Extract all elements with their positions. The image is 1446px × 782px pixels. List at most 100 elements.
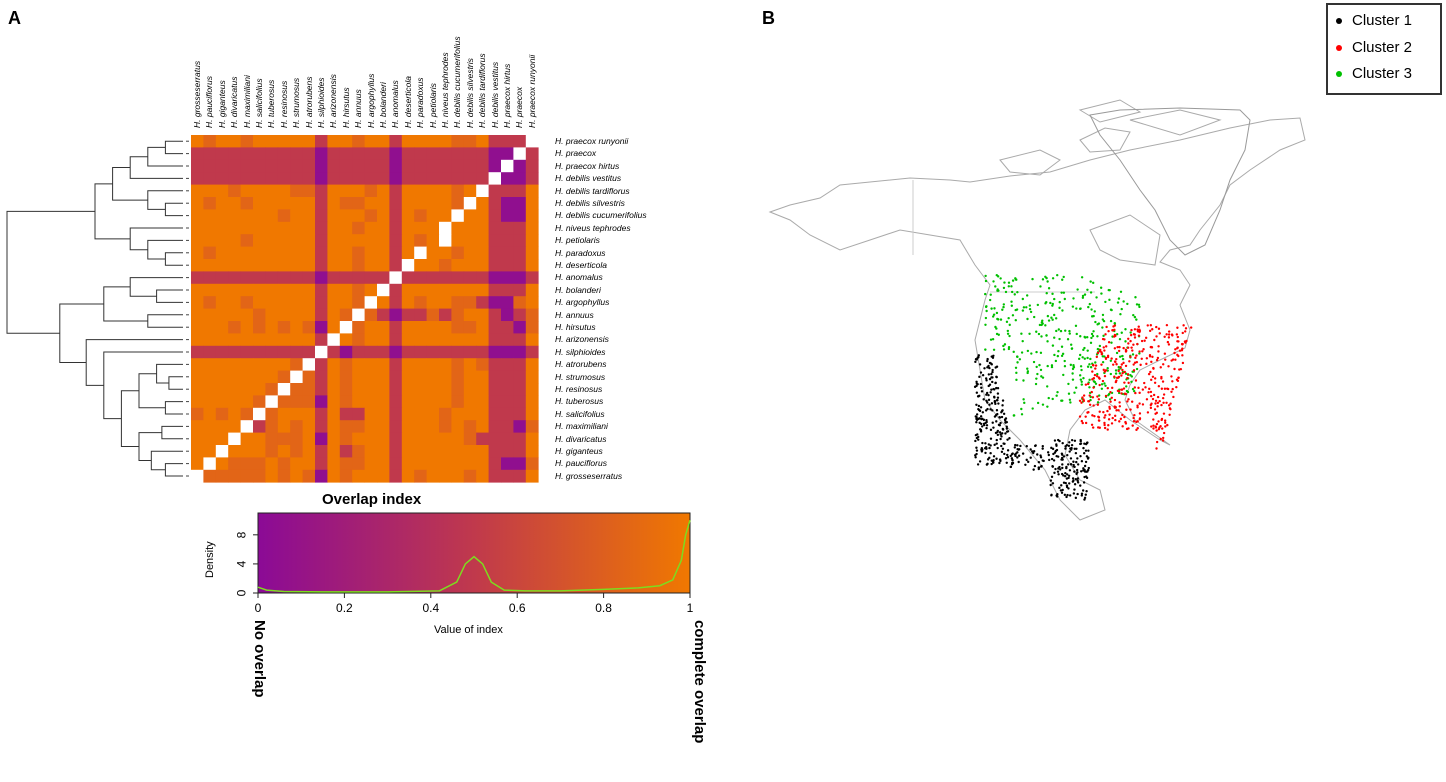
row-label: H. salicifolius: [555, 408, 605, 419]
heatmap-cell: [240, 209, 254, 223]
heatmap-cell: [302, 370, 316, 384]
occurrence-point: [996, 317, 999, 321]
heatmap-cell: [240, 308, 254, 322]
heatmap-cell: [191, 395, 204, 409]
y-tick-label: 8: [234, 531, 249, 539]
heatmap-cell: [290, 308, 303, 322]
occurrence-point: [988, 377, 992, 381]
heatmap-cell: [215, 395, 229, 409]
heatmap-cell: [290, 469, 303, 483]
occurrence-point: [1079, 335, 1082, 338]
row-label: H. giganteus: [555, 446, 603, 456]
occurrence-point: [1050, 365, 1054, 369]
heatmap-cell: [463, 221, 477, 235]
occurrence-point: [1083, 357, 1086, 360]
occurrence-point: [1152, 418, 1155, 421]
occurrence-point: [978, 375, 981, 379]
occurrence-point: [999, 277, 1002, 280]
occurrence-point: [1103, 355, 1106, 358]
heatmap-cell: [476, 395, 489, 409]
occurrence-point: [1072, 297, 1075, 300]
occurrence-point: [1041, 376, 1045, 379]
heatmap-cell: [290, 209, 303, 223]
occurrence-point: [1075, 307, 1078, 310]
heatmap-cell: [339, 184, 353, 198]
occurrence-point: [1107, 424, 1110, 427]
heatmap-cell: [265, 172, 279, 185]
occurrence-point: [978, 421, 981, 425]
occurrence-point: [1114, 406, 1117, 409]
heatmap-cell: [426, 271, 440, 285]
occurrence-point: [1170, 333, 1174, 336]
heatmap-cell: [352, 457, 365, 471]
heatmap-cell: [488, 147, 502, 161]
occurrence-point: [997, 333, 1000, 336]
occurrence-point: [1109, 319, 1113, 323]
heatmap-cell: [203, 271, 217, 285]
heatmap-cell: [215, 259, 229, 272]
heatmap-cell: [352, 135, 365, 148]
heatmap-cell: [439, 271, 452, 285]
occurrence-point: [1175, 333, 1179, 336]
occurrence-point: [1072, 460, 1075, 463]
heatmap-cell: [364, 469, 378, 483]
occurrence-point: [1024, 463, 1027, 466]
occurrence-point: [1149, 370, 1152, 374]
heatmap-cell: [327, 407, 341, 421]
occurrence-point: [1176, 347, 1179, 350]
heatmap-cell: [439, 308, 452, 322]
occurrence-point: [996, 275, 1000, 278]
occurrence-point: [1155, 325, 1158, 329]
occurrence-point: [999, 318, 1003, 321]
heatmap-cell: [228, 259, 241, 272]
heatmap-cell: [277, 345, 291, 359]
occurrence-point: [1051, 447, 1055, 451]
heatmap-cell: [290, 234, 303, 247]
heatmap-cell: [302, 383, 316, 396]
occurrence-point: [1010, 285, 1013, 288]
occurrence-point: [1070, 443, 1074, 447]
heatmap-cell: [290, 333, 303, 347]
heatmap-cell: [215, 321, 229, 334]
heatmap-cell: [191, 296, 204, 309]
heatmap-cell: [191, 358, 204, 371]
occurrence-point: [1037, 332, 1041, 336]
occurrence-point: [985, 309, 988, 313]
occurrence-point: [987, 443, 991, 446]
heatmap-cell: [215, 308, 229, 322]
occurrence-point: [979, 415, 983, 418]
occurrence-point: [1118, 372, 1122, 375]
occurrence-point: [1012, 350, 1015, 354]
occurrence-point: [1137, 334, 1141, 337]
coastline: [999, 149, 1061, 176]
heatmap-cell: [315, 308, 328, 322]
row-label: H. grosseserratus: [555, 470, 623, 481]
occurrence-point: [1064, 445, 1067, 448]
heatmap-cell: [290, 259, 303, 272]
occurrence-point: [1108, 407, 1111, 410]
heatmap-cell: [513, 221, 527, 235]
occurrence-point: [1005, 461, 1008, 465]
heatmap-cell: [253, 407, 266, 421]
heatmap-cell: [240, 445, 254, 458]
heatmap-cell: [463, 457, 477, 471]
heatmap-cell: [339, 445, 353, 458]
row-label: H. atrorubens: [555, 359, 607, 370]
occurrence-point: [1132, 389, 1136, 393]
occurrence-point: [1026, 317, 1029, 321]
heatmap-cell: [451, 246, 465, 260]
heatmap-cell: [277, 370, 291, 384]
heatmap-cell: [426, 197, 440, 210]
occurrence-point: [1113, 375, 1116, 378]
occurrence-point: [1160, 375, 1163, 379]
heatmap-cell: [352, 159, 365, 173]
occurrence-point: [1030, 352, 1033, 355]
heatmap-cell: [277, 333, 291, 347]
heatmap-cell: [253, 333, 266, 347]
occurrence-point: [1167, 333, 1171, 336]
heatmap-cell: [451, 296, 465, 309]
heatmap-cell: [463, 420, 477, 433]
occurrence-point: [1121, 354, 1124, 358]
occurrence-point: [1060, 345, 1064, 348]
heatmap-cell: [488, 221, 502, 235]
